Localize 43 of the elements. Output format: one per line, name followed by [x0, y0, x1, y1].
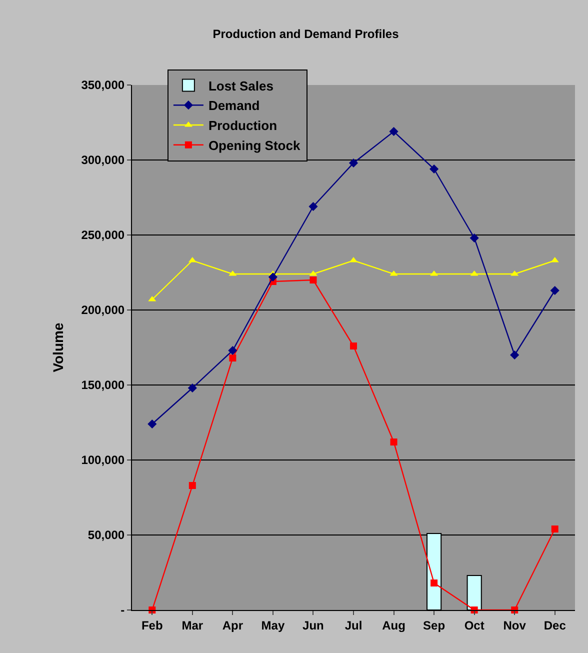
x-tick-label: May: [261, 618, 285, 632]
point: [229, 354, 236, 362]
legend-label: Lost Sales: [208, 78, 274, 94]
y-tick-label: 200,000: [81, 303, 125, 318]
legend-label: Demand: [208, 98, 260, 114]
point: [308, 202, 318, 212]
point: [430, 164, 439, 174]
point: [389, 126, 398, 136]
x-tick-label: Mar: [182, 618, 204, 632]
point: [268, 272, 278, 282]
x-tick-label: Aug: [382, 618, 406, 632]
point: [348, 158, 358, 168]
y-tick-label: 150,000: [81, 378, 125, 392]
y-axis-title: Volume: [50, 322, 66, 372]
point: [550, 286, 560, 296]
y-tick-label: -: [120, 603, 125, 618]
point: [350, 342, 357, 350]
point: [470, 233, 479, 243]
x-tick-label: Feb: [141, 618, 163, 632]
point: [390, 438, 398, 446]
point: [310, 276, 317, 284]
y-tick-label: 300,000: [81, 153, 125, 168]
x-tick-label: Sep: [423, 618, 446, 632]
point: [430, 580, 438, 586]
point: [148, 419, 157, 429]
x-tick-label: Oct: [464, 618, 484, 632]
x-tick-label: Jun: [302, 618, 324, 632]
chart-title: Production and Demand Profiles: [212, 26, 400, 41]
x-tick-label: Apr: [222, 618, 244, 632]
legend-label: Opening Stock: [208, 138, 301, 153]
point: [551, 526, 558, 532]
point: [188, 482, 196, 489]
x-tick-label: Jul: [344, 618, 362, 632]
point: [510, 350, 520, 360]
y-tick-label: 250,000: [81, 228, 125, 242]
point: [188, 383, 197, 393]
y-tick-label: 100,000: [81, 453, 125, 468]
point: [228, 346, 238, 356]
x-tick-label: Dec: [544, 618, 566, 632]
y-tick-label: 350,000: [81, 78, 125, 92]
y-tick-label: 50,000: [88, 528, 125, 542]
x-tick-label: Nov: [503, 618, 526, 632]
legend-label: Production: [208, 118, 278, 134]
